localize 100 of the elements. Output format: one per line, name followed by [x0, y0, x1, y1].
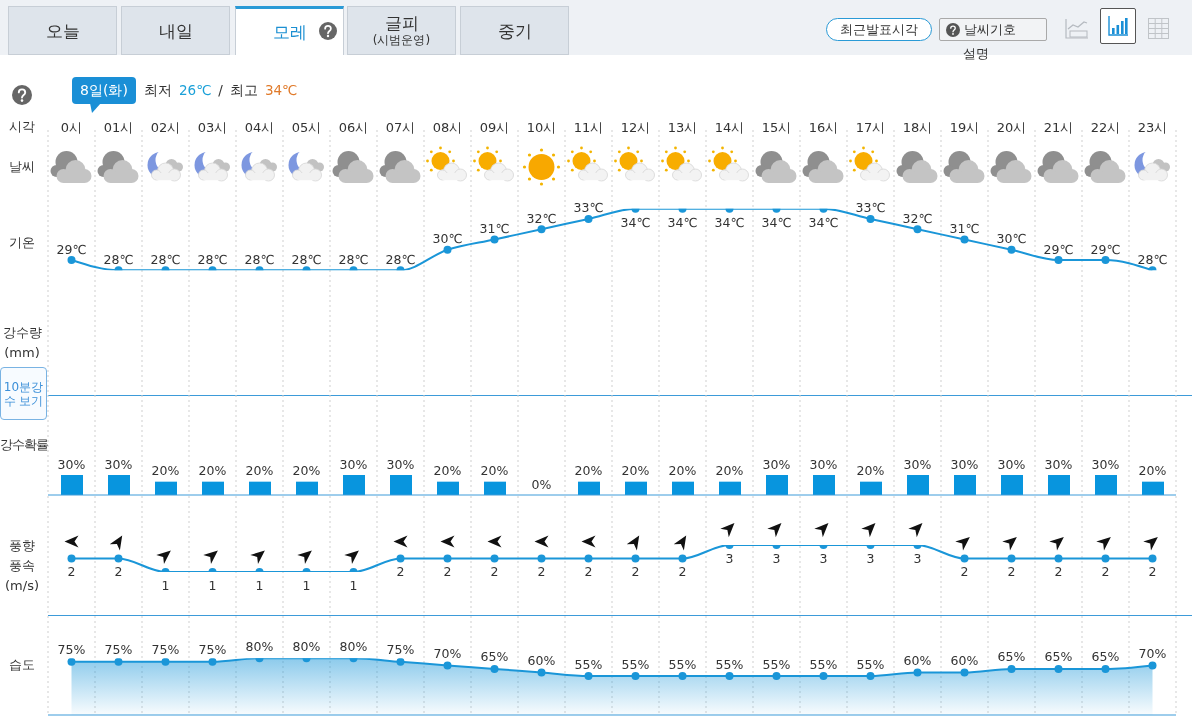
data-label: 28℃ — [385, 251, 416, 267]
point — [772, 672, 781, 681]
data-label: 29℃ — [1090, 241, 1121, 257]
data-label: 55% — [809, 656, 838, 672]
data-label: 30% — [903, 456, 932, 472]
data-label: 2 — [960, 564, 969, 579]
data-label: 70% — [433, 645, 462, 661]
data-label: 30% — [1044, 456, 1073, 472]
data-label: 20% — [245, 463, 274, 479]
data-label: 32℃ — [526, 210, 557, 226]
x-tick-label: 11시 — [573, 119, 604, 135]
point — [1054, 256, 1063, 265]
point — [396, 658, 405, 666]
data-label: 55% — [762, 656, 791, 672]
data-label: 2 — [1007, 564, 1016, 579]
point — [866, 214, 875, 223]
x-tick-label: 17시 — [855, 119, 886, 135]
point — [1007, 245, 1016, 254]
data-label: 1 — [208, 577, 217, 593]
data-label: 1 — [161, 577, 170, 593]
data-label: 75% — [57, 642, 86, 658]
data-label: 34℃ — [620, 215, 651, 231]
point — [1007, 664, 1016, 673]
button: 최근발표시각 — [826, 18, 932, 41]
data-label: 2 — [631, 564, 640, 579]
data-label: 65% — [997, 649, 1026, 665]
x-tick-label: 19시 — [949, 119, 980, 135]
x-tick-label: 07시 — [385, 119, 416, 135]
data-label: 31℃ — [949, 221, 980, 236]
data-label: 3 — [913, 550, 922, 566]
x-tick-label: 20시 — [996, 119, 1027, 135]
data-label: 2 — [584, 564, 593, 579]
x-tick-label: 0시 — [60, 119, 83, 135]
x-tick-label: 22시 — [1090, 119, 1121, 135]
data-label: 30% — [104, 456, 133, 472]
y-axis-title: 풍향 풍속 (m/s) — [5, 538, 39, 593]
tab: 오늘 — [8, 6, 117, 55]
point — [913, 668, 922, 677]
data-label: 55% — [668, 656, 697, 672]
data-label: 20% — [292, 463, 321, 479]
data-label: 65% — [480, 649, 509, 665]
data-label: 20% — [574, 463, 603, 479]
x-tick-label: 13시 — [667, 119, 698, 135]
point — [490, 664, 499, 673]
data-label: 34℃ — [667, 215, 698, 231]
x-tick-label: 02시 — [150, 119, 181, 135]
data-label: 1 — [255, 577, 264, 593]
data-label: 31℃ — [479, 221, 510, 236]
data-label: 2 — [443, 564, 452, 579]
point — [537, 668, 546, 677]
text: 최저 — [144, 82, 172, 98]
data-label: 30% — [57, 456, 86, 472]
data-label: 55% — [715, 656, 744, 672]
data-label: 75% — [386, 642, 415, 658]
data-label: 20% — [856, 463, 885, 479]
x-tick-label: 09시 — [479, 119, 510, 135]
data-label: 60% — [527, 652, 556, 668]
data-label: 2 — [1148, 564, 1157, 579]
data-label: 32℃ — [902, 210, 933, 226]
text: 날씨 — [9, 159, 35, 174]
button: 날씨기호 — [939, 18, 1047, 41]
x-tick-label: 04시 — [244, 119, 275, 135]
data-label: 29℃ — [56, 241, 87, 257]
data-label: 28℃ — [103, 251, 134, 267]
text: 강수량 (mm) — [2, 325, 42, 360]
y-axis-title: 강수확률 — [0, 437, 48, 452]
data-label: 30% — [1091, 456, 1120, 472]
data-label: 30% — [809, 456, 838, 472]
data-label: 20% — [151, 463, 180, 479]
data-label: 28℃ — [197, 251, 228, 267]
data-label: 0% — [531, 476, 552, 492]
point — [678, 672, 687, 681]
data-label: 30% — [950, 456, 979, 472]
data-label: 34℃ — [808, 215, 839, 231]
data-label: 80% — [245, 638, 274, 654]
data-label: 2 — [1101, 564, 1110, 579]
data-label: 30℃ — [996, 231, 1027, 247]
data-label: 2 — [678, 564, 687, 579]
x-tick-label: 15시 — [761, 119, 792, 135]
data-label: 30% — [339, 456, 368, 472]
x-tick-label: 10시 — [526, 119, 557, 135]
point — [819, 672, 828, 681]
data-label: 28℃ — [291, 251, 322, 267]
data-label: 28℃ — [338, 251, 369, 267]
x-tick-label: 21시 — [1043, 119, 1074, 135]
data-label: 20% — [480, 463, 509, 479]
data-label: 75% — [198, 642, 227, 658]
data-label: 1 — [349, 577, 358, 593]
x-tick-label: 16시 — [808, 119, 839, 135]
data-label: 30% — [762, 456, 791, 472]
tab: 내일 — [121, 6, 230, 55]
data-label: 2 — [114, 564, 123, 579]
point — [584, 672, 593, 681]
x-tick-label: 08시 — [432, 119, 463, 135]
point — [490, 235, 499, 244]
point — [114, 658, 123, 666]
point — [1101, 256, 1110, 265]
x-tick-label: 03시 — [197, 119, 228, 135]
data-label: 2 — [490, 564, 499, 579]
data-label: 33℃ — [855, 200, 886, 216]
